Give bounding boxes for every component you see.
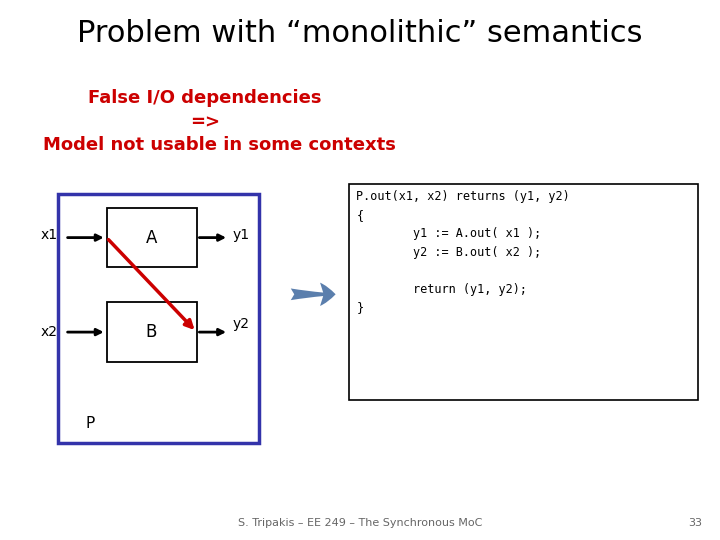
Bar xyxy=(107,208,197,267)
Text: y2: y2 xyxy=(233,317,250,331)
Text: S. Tripakis – EE 249 – The Synchronous MoC: S. Tripakis – EE 249 – The Synchronous M… xyxy=(238,518,482,528)
Text: y1: y1 xyxy=(233,228,250,242)
Text: False I/O dependencies: False I/O dependencies xyxy=(89,89,322,107)
Bar xyxy=(58,194,259,443)
Text: Model not usable in some contexts: Model not usable in some contexts xyxy=(43,136,396,154)
Text: =>: => xyxy=(190,113,220,131)
Text: x2: x2 xyxy=(40,325,58,339)
Text: Problem with “monolithic” semantics: Problem with “monolithic” semantics xyxy=(77,19,643,48)
Text: A: A xyxy=(145,228,157,247)
Bar xyxy=(107,302,197,362)
Text: x1: x1 xyxy=(40,228,58,242)
Bar xyxy=(349,184,698,400)
Text: P.out(x1, x2) returns (y1, y2)
{
        y1 := A.out( x1 );
        y2 := B.out(: P.out(x1, x2) returns (y1, y2) { y1 := A… xyxy=(356,190,570,314)
Text: 33: 33 xyxy=(688,518,702,528)
Text: B: B xyxy=(145,323,157,341)
Text: P: P xyxy=(86,416,94,431)
